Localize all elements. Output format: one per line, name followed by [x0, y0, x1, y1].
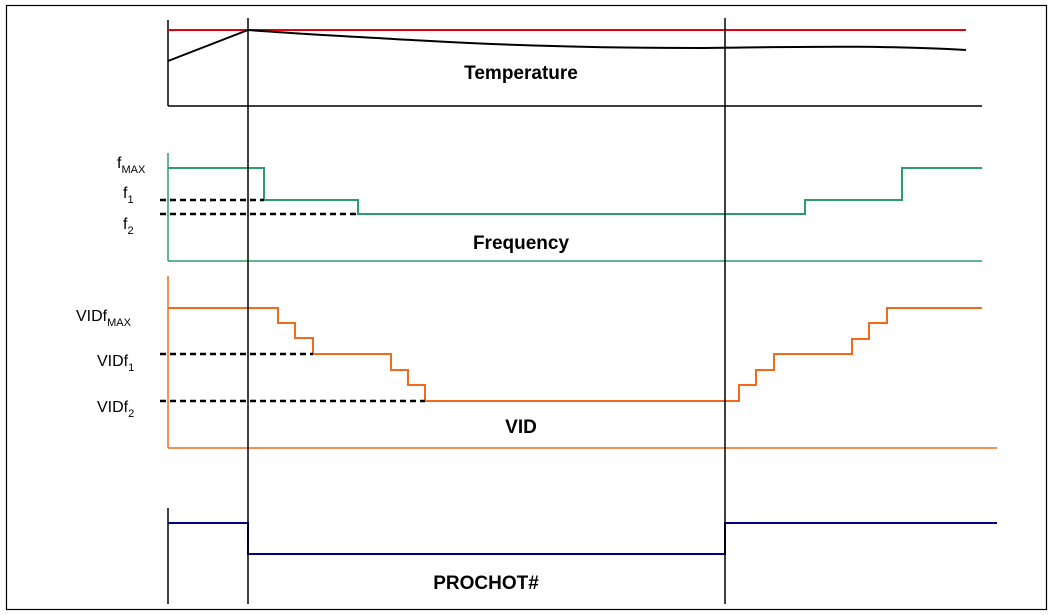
fmax-label-base: f: [117, 155, 122, 172]
prochot-trace: [168, 522, 997, 555]
fmax-label: fMAX: [117, 155, 146, 176]
temperature-curve: [167, 28, 967, 62]
frequency-title: Frequency: [473, 233, 570, 254]
frequency-panel: fMAX f1 f2 Frequency: [117, 153, 982, 262]
vidf1-label-sub: 1: [128, 362, 134, 374]
diagram-frame: [5, 4, 1048, 611]
prochot-panel: PROCHOT#: [167, 508, 997, 604]
f1-label: f1: [123, 185, 134, 206]
vidfmax-label-sub: MAX: [107, 317, 132, 329]
vidf1-label-base: VIDf: [97, 353, 129, 370]
vidf2-label-sub: 2: [128, 408, 134, 420]
f1-label-base: f: [123, 185, 128, 202]
vid-title: VID: [505, 417, 537, 438]
fmax-label-sub: MAX: [121, 164, 146, 176]
f2-label-sub: 2: [127, 225, 133, 237]
temperature-panel: Temperature: [167, 20, 982, 107]
vidf1-label: VIDf1: [97, 353, 134, 374]
f2-label-base: f: [123, 216, 128, 233]
vidfmax-label: VIDfMAX: [76, 308, 132, 329]
temperature-title: Temperature: [464, 63, 578, 84]
vidfmax-label-base: VIDf: [76, 308, 108, 325]
vidf2-label-base: VIDf: [97, 399, 129, 416]
frequency-trace: [168, 167, 982, 215]
vid-trace: [168, 307, 982, 402]
f2-label: f2: [123, 216, 134, 237]
vid-panel: VIDfMAX VIDf1 VIDf2 VID: [76, 276, 997, 449]
f1-label-sub: 1: [127, 194, 133, 206]
vidf2-label: VIDf2: [97, 399, 134, 420]
prochot-title: PROCHOT#: [433, 573, 539, 594]
